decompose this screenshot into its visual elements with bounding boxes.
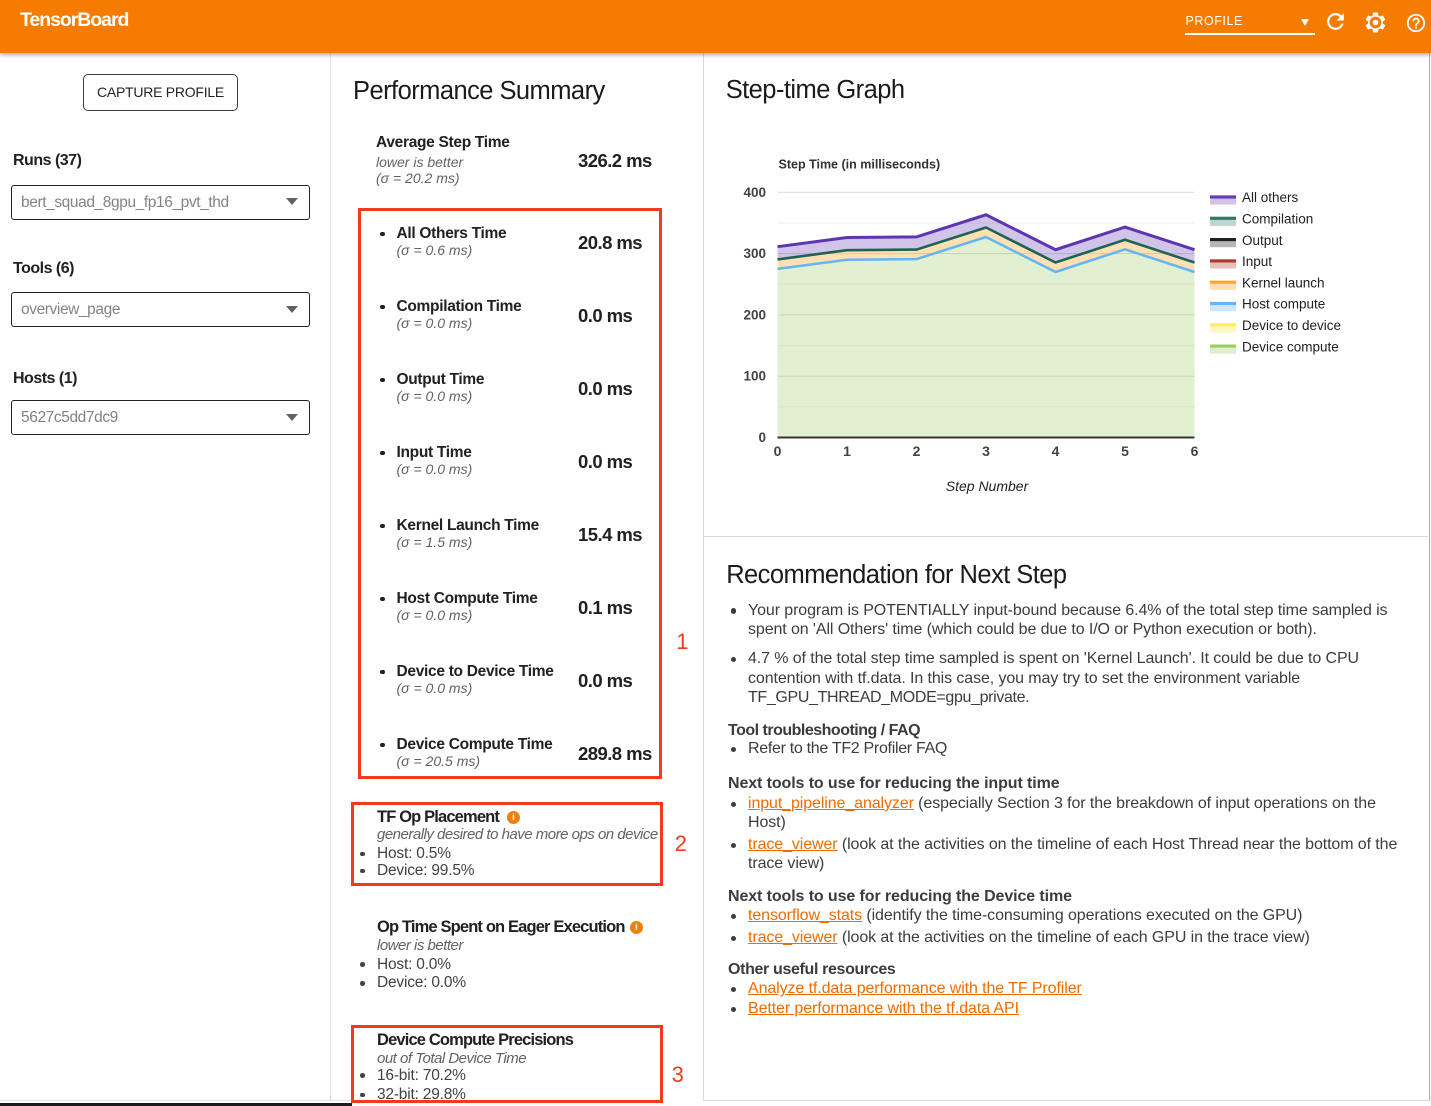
svg-text:Output: Output — [1242, 233, 1283, 248]
svg-text:300: 300 — [743, 246, 766, 261]
svg-text:Device to device: Device to device — [1242, 318, 1341, 333]
svg-text:All others: All others — [1242, 190, 1299, 205]
svg-text:Host compute: Host compute — [1242, 297, 1325, 312]
svg-text:Device compute: Device compute — [1242, 339, 1339, 354]
svg-text:6: 6 — [1191, 443, 1199, 459]
svg-text:0: 0 — [758, 430, 766, 445]
svg-text:1: 1 — [843, 443, 851, 459]
svg-text:5: 5 — [1121, 443, 1129, 459]
svg-text:3: 3 — [982, 443, 990, 459]
svg-text:200: 200 — [743, 307, 766, 322]
svg-text:0: 0 — [774, 443, 782, 459]
svg-text:400: 400 — [743, 185, 766, 200]
svg-text:2: 2 — [913, 443, 921, 459]
svg-text:100: 100 — [743, 369, 766, 384]
svg-text:Step Time (in milliseconds): Step Time (in milliseconds) — [779, 158, 941, 172]
svg-text:Compilation: Compilation — [1242, 212, 1313, 227]
svg-text:Kernel launch: Kernel launch — [1242, 275, 1325, 290]
svg-text:Step Number: Step Number — [946, 478, 1030, 494]
svg-text:Input: Input — [1242, 254, 1272, 269]
svg-text:4: 4 — [1052, 443, 1060, 459]
